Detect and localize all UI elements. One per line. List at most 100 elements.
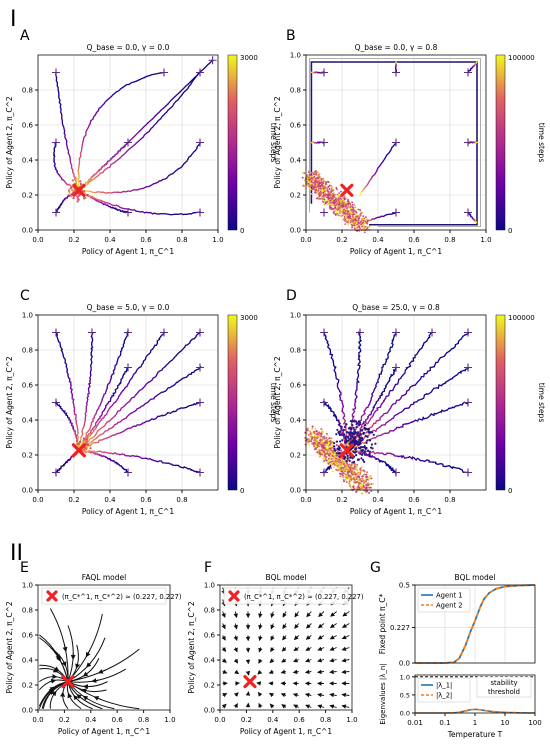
start-marker: [464, 68, 472, 77]
trajectory-dot: [367, 428, 370, 431]
x-tick-label: 0.6: [408, 496, 420, 504]
streamline-arrow: [86, 662, 92, 668]
trajectory-dot: [340, 215, 343, 218]
section-label-I: I: [10, 7, 17, 32]
start-marker: [464, 468, 472, 477]
trajectory-dot: [366, 220, 369, 223]
trajectory-dot: [315, 171, 317, 174]
trajectory-dot: [75, 177, 78, 180]
trajectory-dot: [354, 481, 357, 484]
trajectory-dot: [335, 452, 338, 455]
trajectory-dot: [342, 433, 346, 437]
trajectory-dot: [317, 435, 320, 438]
trajectory-dot: [332, 193, 335, 196]
trajectory-dot: [349, 208, 352, 211]
trajectory-dot: [319, 197, 321, 200]
y-axis-label: Fixed point π_C*: [378, 593, 387, 654]
trajectory-dot: [307, 433, 310, 436]
trajectory-dot: [334, 214, 337, 216]
vector-arrow: [280, 693, 287, 698]
trajectory-dot: [327, 185, 330, 188]
trajectory-dot: [310, 182, 312, 185]
trajectory-dot: [353, 451, 357, 454]
trajectory-dot: [330, 437, 333, 440]
colorbar-tick-label: 0: [240, 227, 244, 235]
trajectory-dot: [86, 193, 89, 197]
trajectory-dot: [359, 208, 361, 211]
vector-arrow: [222, 693, 228, 698]
legend-label: (π_C*^1, π_C*^2) ≈ (0.227, 0.227): [244, 593, 364, 601]
trajectory-dot: [337, 445, 340, 448]
trajectory-dot: [326, 434, 329, 437]
trajectory-dot: [338, 212, 341, 215]
trajectory-dot: [76, 200, 79, 203]
chart-title: Q_base = 5.0, γ = 0.0: [87, 303, 170, 312]
trajectory-dot: [343, 425, 347, 428]
trajectory-dot: [356, 230, 359, 232]
trajectory-dot: [360, 439, 363, 442]
trajectory-dot: [335, 200, 338, 203]
trajectory-dot: [349, 419, 352, 423]
trajectory-outline: [309, 58, 481, 227]
trajectory-dot: [329, 439, 332, 442]
trajectory-dot: [333, 463, 336, 466]
trajectory-dot: [356, 433, 359, 437]
trajectory-dot: [325, 459, 328, 462]
start-marker: [392, 68, 400, 77]
trajectory-dot: [342, 428, 345, 432]
y-tick-label: 0.0: [399, 660, 410, 668]
trajectory-dot: [321, 444, 324, 447]
vector-arrow: [317, 692, 325, 698]
trajectory-dot: [316, 451, 319, 454]
trajectory-dot: [354, 436, 357, 439]
x-axis-label: Temperature T: [447, 730, 503, 739]
trajectory-dot: [347, 212, 350, 215]
trajectory-dot: [348, 466, 351, 469]
trajectory-dot: [309, 188, 312, 191]
trajectory-dot: [327, 190, 330, 193]
trajectory-dot: [351, 219, 354, 222]
vector-arrow: [258, 623, 263, 630]
trajectory-dot: [307, 179, 310, 182]
x-tick-label: 1.0: [164, 716, 175, 724]
trajectory-dot: [346, 209, 349, 212]
trajectory-dot: [357, 420, 361, 423]
vector-arrow: [234, 669, 240, 675]
x-tick-label: 0.6: [112, 716, 124, 724]
start-marker: [196, 328, 204, 337]
trajectory-dot: [340, 190, 342, 193]
trajectory-dot: [85, 442, 88, 445]
streamline-arrow: [61, 661, 67, 667]
trajectory-dot: [343, 465, 346, 468]
vector-arrow: [292, 669, 299, 675]
trajectory-dot: [333, 204, 336, 207]
streamline-arrow: [85, 649, 91, 658]
trajectory-dot: [320, 435, 323, 438]
vector-arrow: [318, 611, 325, 618]
vector-arrow: [304, 692, 312, 698]
trajectory-dot: [357, 475, 360, 478]
trajectory-dot: [314, 447, 317, 450]
trajectory-dot: [357, 446, 361, 449]
trajectory-dot: [346, 435, 349, 438]
trajectory-dot: [333, 196, 336, 199]
trajectory-dot: [326, 186, 329, 189]
trajectory-dot: [335, 440, 339, 443]
streamline-arrow: [51, 690, 57, 697]
x-tick-label: 0.6: [294, 716, 306, 724]
y-axis-label: Policy of Agent 2, π_C^2: [187, 601, 196, 693]
trajectory-dot: [368, 439, 372, 442]
trajectory-dot: [327, 197, 330, 199]
trajectory-dot: [335, 444, 338, 447]
y-tick-label: 1.0: [22, 582, 33, 590]
trajectory-dot: [359, 482, 362, 485]
trajectory-dot: [317, 171, 320, 173]
start-marker: [124, 468, 132, 477]
x-tick-label: 0.2: [336, 236, 347, 244]
streamline-arrow: [55, 654, 61, 660]
trajectory-dot: [338, 464, 341, 467]
trajectory-dot: [333, 201, 336, 204]
trajectory-dot: [347, 467, 350, 470]
trajectory-dot: [337, 198, 340, 201]
trajectory-dot: [340, 449, 343, 452]
